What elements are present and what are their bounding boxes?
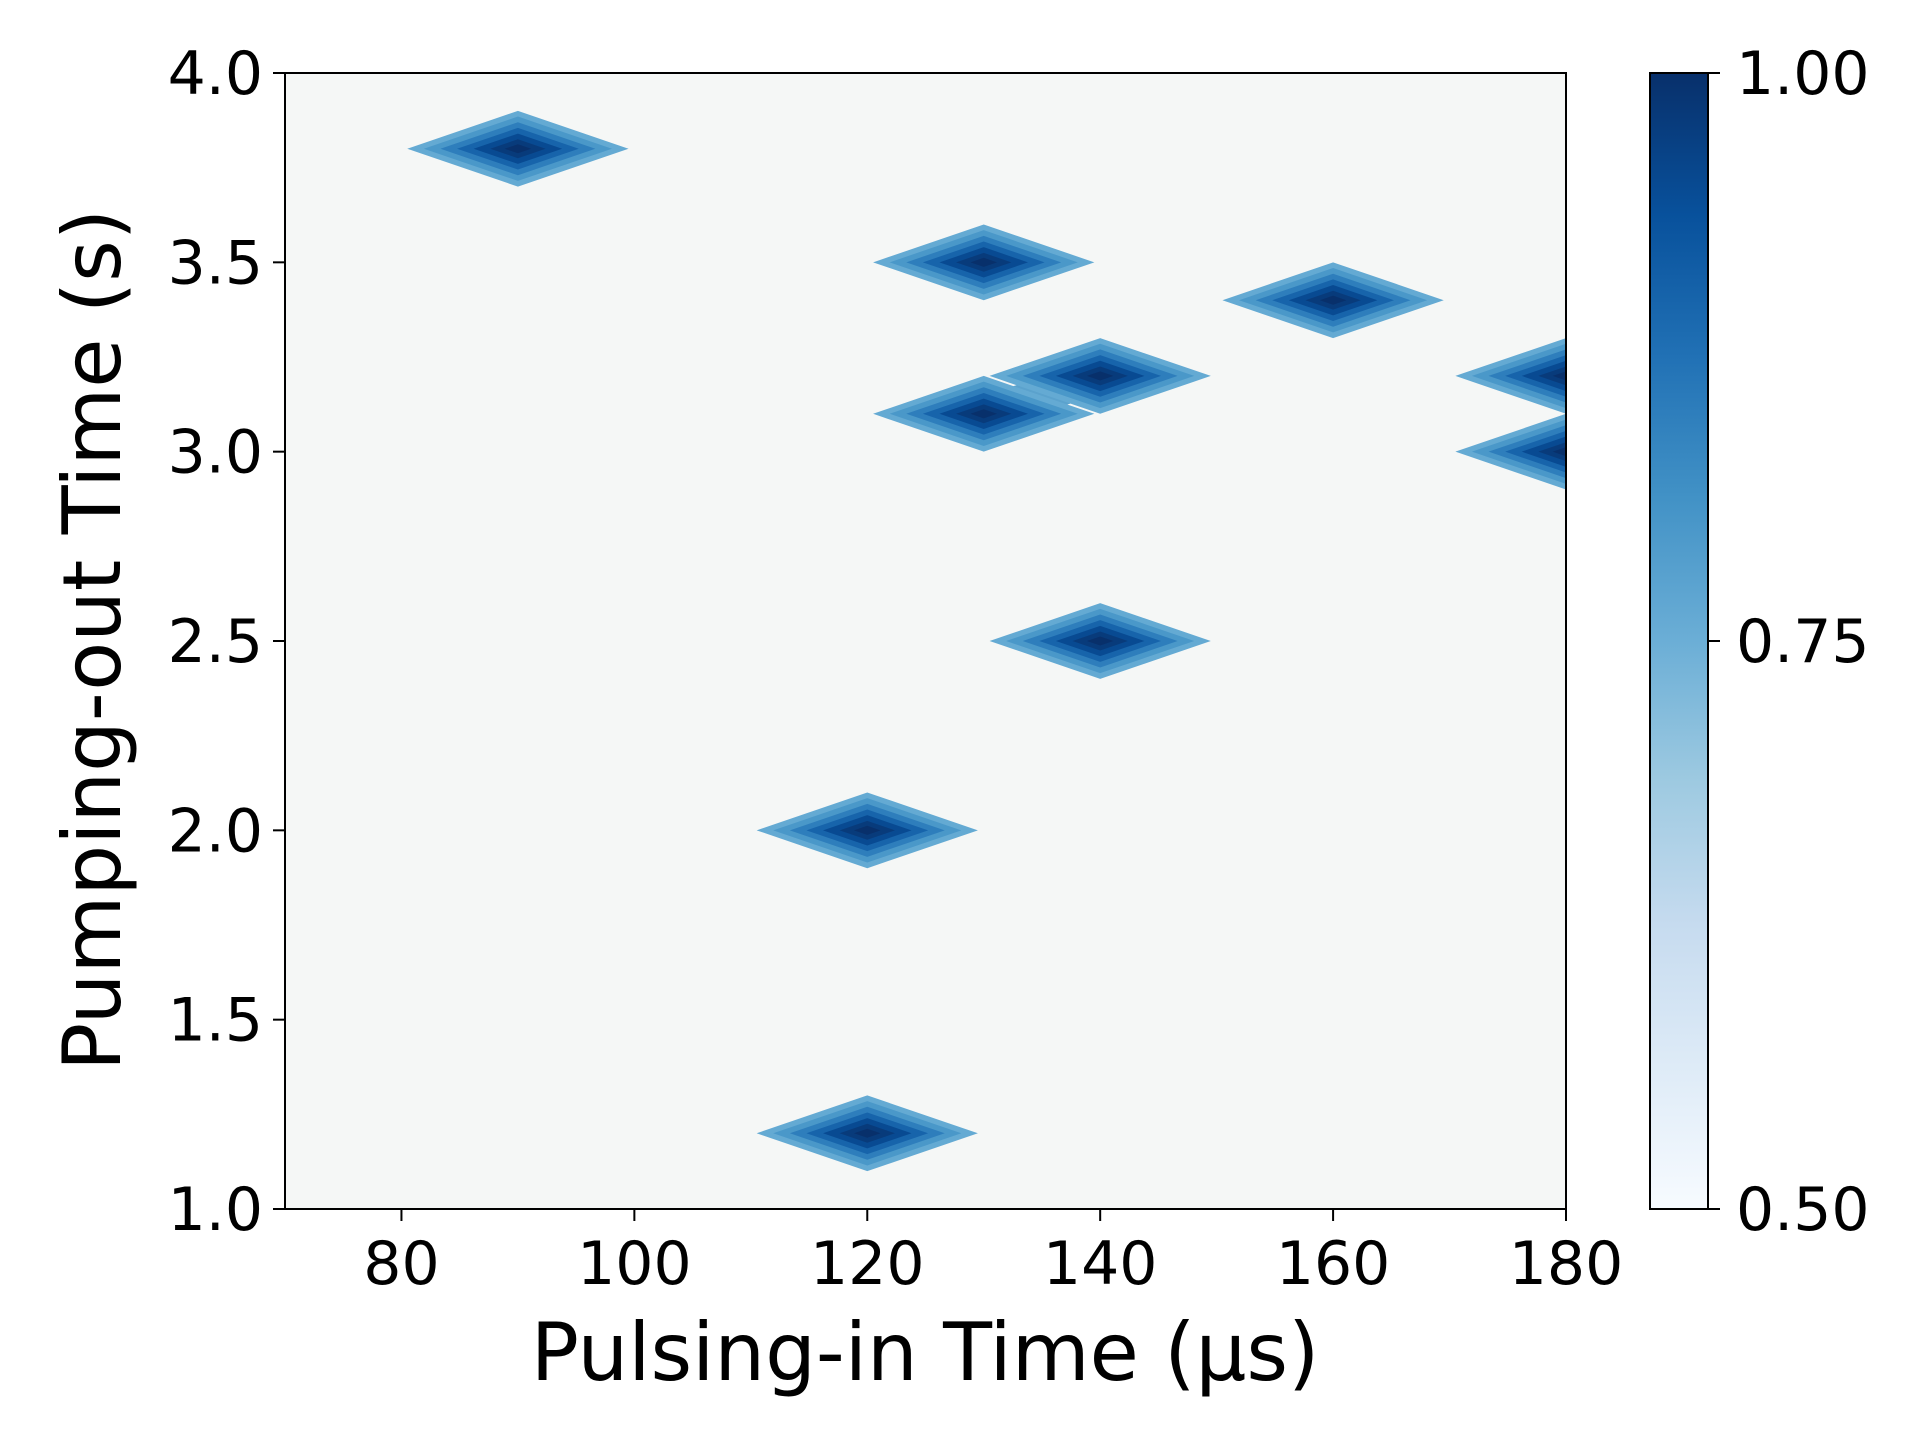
hotspot-layer	[1538, 442, 1566, 462]
x-tick-label: 100	[577, 1229, 692, 1299]
heatmap-hotspot	[407, 110, 629, 187]
colorbar-gradient	[1649, 72, 1709, 1210]
hotspot-layer	[1552, 371, 1566, 381]
hotspot-layer	[853, 825, 881, 835]
x-tick-label: 80	[363, 1229, 439, 1299]
hotspot-layer	[1538, 366, 1566, 386]
x-axis: 80 100 120 140 160 180	[363, 1209, 1623, 1299]
hotspot-layer	[970, 409, 998, 419]
heatmap-hotspot	[989, 603, 1211, 679]
y-tick-label: 3.0	[168, 418, 263, 488]
hotspot-layer	[504, 144, 532, 154]
heatmap-hotspot	[756, 1095, 978, 1172]
plot-area	[284, 72, 1567, 1210]
x-tick-label: 140	[1043, 1229, 1158, 1299]
hotspot-layer	[853, 1128, 881, 1138]
heatmap-hotspot	[1455, 338, 1566, 414]
hotspot-layer	[1552, 447, 1566, 457]
x-tick-label: 160	[1276, 1229, 1391, 1299]
colorbar: 0.50 0.75 1.00	[1649, 39, 1870, 1245]
y-axis-label: Pumping-out Time (s)	[46, 209, 139, 1071]
heatmap-hotspot	[1222, 262, 1444, 339]
colorbar-tick-label: 0.75	[1736, 607, 1870, 677]
heatmap-cells	[407, 110, 1566, 1172]
x-tick-label: 120	[810, 1229, 925, 1299]
heatmap-hotspot	[1455, 413, 1566, 490]
x-tick-label: 180	[1509, 1229, 1624, 1299]
heatmap-hotspot	[756, 792, 978, 869]
hotspot-layer	[1319, 295, 1347, 305]
heatmap-background	[285, 73, 1566, 1209]
y-axis: 1.0 1.5 2.0 2.5 3.0 3.5 4.0	[168, 39, 285, 1245]
x-axis-label: Pulsing-in Time (µs)	[531, 1306, 1320, 1399]
colorbar-tick-label: 0.50	[1736, 1175, 1870, 1245]
heatmap-hotspot	[873, 224, 1095, 301]
heatmap-hotspot	[989, 338, 1211, 414]
hotspot-layer	[970, 257, 998, 267]
y-tick-label: 2.5	[168, 607, 263, 677]
colorbar-tick-label: 1.00	[1736, 39, 1870, 109]
y-tick-label: 1.5	[168, 986, 263, 1056]
hotspot-layer	[1086, 371, 1114, 381]
y-tick-label: 4.0	[168, 39, 263, 109]
hotspot-layer	[1086, 636, 1114, 646]
heatmap-hotspot	[873, 375, 1095, 452]
y-tick-label: 1.0	[168, 1175, 263, 1245]
y-tick-label: 3.5	[168, 228, 263, 298]
y-tick-label: 2.0	[168, 796, 263, 866]
